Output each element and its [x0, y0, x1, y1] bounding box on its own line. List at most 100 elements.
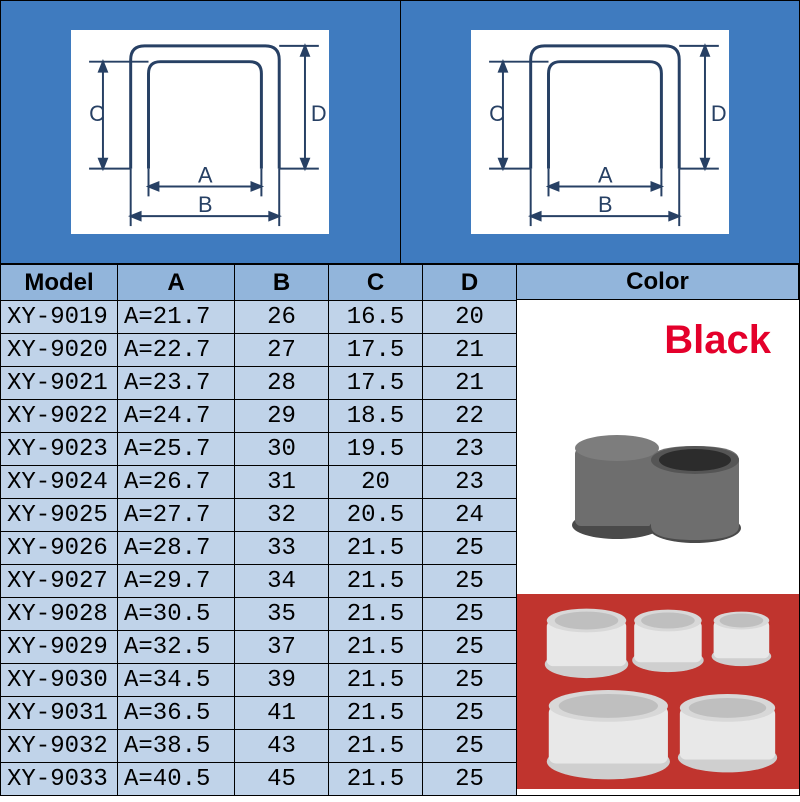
cell-c: 21.5	[329, 532, 423, 565]
product-caps-white-area	[517, 594, 799, 789]
dim-label-C: C	[489, 101, 505, 126]
product-caps-white	[517, 594, 799, 789]
cell-a: A=36.5	[118, 697, 235, 730]
cell-d: 22	[423, 400, 517, 433]
cell-c: 21.5	[329, 664, 423, 697]
cell-model: XY-9026	[1, 532, 118, 565]
table-row: XY-9033A=40.54521.525	[1, 763, 517, 796]
cell-c: 21.5	[329, 697, 423, 730]
cell-model: XY-9030	[1, 664, 118, 697]
cell-model: XY-9024	[1, 466, 118, 499]
table-row: XY-9021A=23.72817.521	[1, 367, 517, 400]
cell-a: A=23.7	[118, 367, 235, 400]
table-row: XY-9029A=32.53721.525	[1, 631, 517, 664]
cell-b: 39	[235, 664, 329, 697]
cell-model: XY-9020	[1, 334, 118, 367]
cell-d: 25	[423, 532, 517, 565]
spec-table: Model A B C D XY-9019A=21.72616.520XY-90…	[0, 264, 517, 796]
cap-cross-section-diagram: A B C D	[471, 30, 729, 234]
cell-d: 25	[423, 697, 517, 730]
dim-label-D: D	[311, 101, 327, 126]
cell-c: 17.5	[329, 334, 423, 367]
cap-cross-section-diagram: A B C D	[71, 30, 329, 234]
cell-a: A=34.5	[118, 664, 235, 697]
cell-c: 21.5	[329, 598, 423, 631]
header-b: B	[235, 265, 329, 301]
cell-model: XY-9032	[1, 730, 118, 763]
cell-a: A=24.7	[118, 400, 235, 433]
cell-c: 21.5	[329, 763, 423, 796]
diagram-cell-left: A B C D	[1, 1, 401, 263]
cell-a: A=38.5	[118, 730, 235, 763]
color-body: Black	[517, 300, 799, 796]
table-row: XY-9023A=25.73019.523	[1, 433, 517, 466]
dim-label-D: D	[711, 101, 727, 126]
cell-a: A=30.5	[118, 598, 235, 631]
cell-b: 31	[235, 466, 329, 499]
cell-a: A=32.5	[118, 631, 235, 664]
table-row: XY-9024A=26.7312023	[1, 466, 517, 499]
dim-label-B: B	[598, 192, 613, 217]
cell-model: XY-9033	[1, 763, 118, 796]
cell-a: A=26.7	[118, 466, 235, 499]
header-c: C	[329, 265, 423, 301]
table-area: Model A B C D XY-9019A=21.72616.520XY-90…	[0, 264, 800, 796]
cell-d: 21	[423, 334, 517, 367]
diagram-box-left: A B C D	[70, 29, 330, 235]
cell-c: 16.5	[329, 301, 423, 334]
table-row: XY-9019A=21.72616.520	[1, 301, 517, 334]
cell-b: 32	[235, 499, 329, 532]
cell-a: A=28.7	[118, 532, 235, 565]
cell-d: 21	[423, 367, 517, 400]
table-row: XY-9020A=22.72717.521	[1, 334, 517, 367]
cell-d: 25	[423, 664, 517, 697]
cell-model: XY-9031	[1, 697, 118, 730]
cell-a: A=40.5	[118, 763, 235, 796]
cell-d: 25	[423, 763, 517, 796]
color-column: Color Black	[517, 264, 800, 796]
header-d: D	[423, 265, 517, 301]
table-row: XY-9025A=27.73220.524	[1, 499, 517, 532]
cell-model: XY-9019	[1, 301, 118, 334]
cell-d: 25	[423, 730, 517, 763]
cell-b: 26	[235, 301, 329, 334]
table-row: XY-9022A=24.72918.522	[1, 400, 517, 433]
header-a: A	[118, 265, 235, 301]
cell-model: XY-9029	[1, 631, 118, 664]
cell-a: A=27.7	[118, 499, 235, 532]
diagram-cell-right: A B C D	[401, 1, 800, 263]
diagram-row: A B C D	[0, 0, 800, 264]
cell-c: 21.5	[329, 565, 423, 598]
cell-d: 23	[423, 466, 517, 499]
cell-b: 41	[235, 697, 329, 730]
diagram-box-right: A B C D	[470, 29, 730, 235]
table-header-row: Model A B C D	[1, 265, 517, 301]
cell-model: XY-9025	[1, 499, 118, 532]
cell-b: 34	[235, 565, 329, 598]
table-row: XY-9026A=28.73321.525	[1, 532, 517, 565]
page: A B C D	[0, 0, 800, 796]
cell-b: 30	[235, 433, 329, 466]
dim-label-A: A	[598, 163, 613, 188]
cell-a: A=21.7	[118, 301, 235, 334]
cell-b: 33	[235, 532, 329, 565]
table-row: XY-9031A=36.54121.525	[1, 697, 517, 730]
cell-model: XY-9021	[1, 367, 118, 400]
table-row: XY-9032A=38.54321.525	[1, 730, 517, 763]
dim-label-A: A	[198, 163, 213, 188]
table-row: XY-9030A=34.53921.525	[1, 664, 517, 697]
header-model: Model	[1, 265, 118, 301]
cell-c: 20	[329, 466, 423, 499]
cell-d: 23	[423, 433, 517, 466]
cell-b: 45	[235, 763, 329, 796]
table-row: XY-9027A=29.73421.525	[1, 565, 517, 598]
cell-d: 25	[423, 598, 517, 631]
cell-b: 29	[235, 400, 329, 433]
cell-b: 35	[235, 598, 329, 631]
table-body: XY-9019A=21.72616.520XY-9020A=22.72717.5…	[1, 301, 517, 796]
cell-model: XY-9023	[1, 433, 118, 466]
cell-a: A=22.7	[118, 334, 235, 367]
cell-b: 27	[235, 334, 329, 367]
cell-d: 25	[423, 565, 517, 598]
table-row: XY-9028A=30.53521.525	[1, 598, 517, 631]
